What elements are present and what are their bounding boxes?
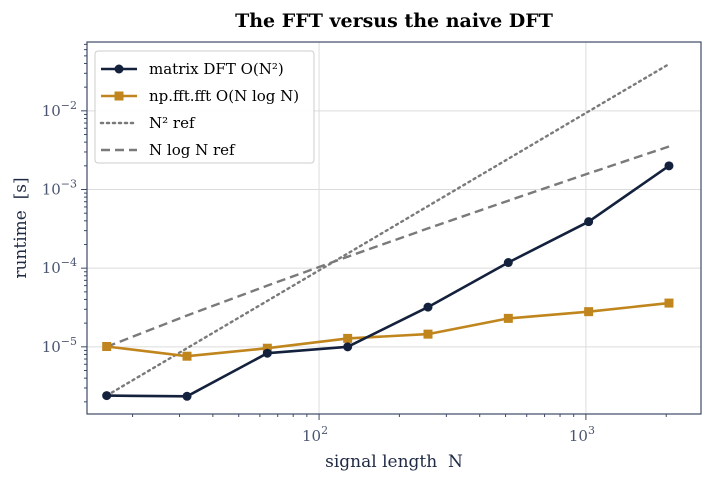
series-line-2 [105, 62, 671, 397]
series-line-0 [106, 164, 670, 398]
series-layer [102, 62, 674, 401]
series-point-0 [664, 161, 674, 171]
ticks: 102 103 10−5 10−4 10−3 10−2 [42, 43, 667, 445]
series-point-1 [664, 298, 674, 308]
legend-marker-1 [114, 91, 124, 101]
chart-title: The FFT versus the naive DFT [235, 10, 553, 32]
series-point-0 [102, 391, 112, 401]
x-tick-label: 102 [302, 424, 328, 445]
legend-label-0: matrix DFT O(N²) [149, 60, 284, 78]
legend-label-1: np.fft.fft O(N log N) [149, 87, 299, 105]
y-tick-label: 10−2 [42, 99, 77, 120]
series-point-1 [423, 329, 433, 339]
plot-frame [86, 41, 702, 415]
legend-label-3: N log N ref [149, 141, 236, 159]
series-point-1 [584, 307, 594, 317]
series-point-0 [182, 391, 192, 401]
legend-marker-0 [114, 64, 124, 74]
x-axis-label: signal length N [325, 452, 463, 472]
series-point-0 [503, 258, 513, 268]
series-point-1 [262, 343, 272, 353]
series-point-0 [262, 348, 272, 358]
x-tick-label: 103 [569, 424, 595, 445]
series-line-3 [106, 145, 670, 348]
series-point-0 [584, 217, 594, 227]
y-tick-label: 10−5 [42, 335, 77, 356]
series-point-1 [102, 341, 112, 351]
series-point-1 [503, 313, 513, 323]
series-point-1 [343, 333, 353, 343]
y-axis-label: runtime [s] [11, 177, 31, 278]
series-line-1 [106, 301, 670, 358]
legend-box [94, 50, 315, 164]
y-tick-label: 10−3 [42, 178, 77, 199]
series-point-0 [343, 342, 353, 352]
legend: matrix DFT O(N²) np.fft.fft O(N log N) N² … [94, 50, 315, 164]
y-tick-label: 10−4 [42, 256, 77, 277]
legend-label-2: N² ref [149, 114, 196, 132]
series-point-0 [423, 302, 433, 312]
series-point-1 [182, 351, 192, 361]
